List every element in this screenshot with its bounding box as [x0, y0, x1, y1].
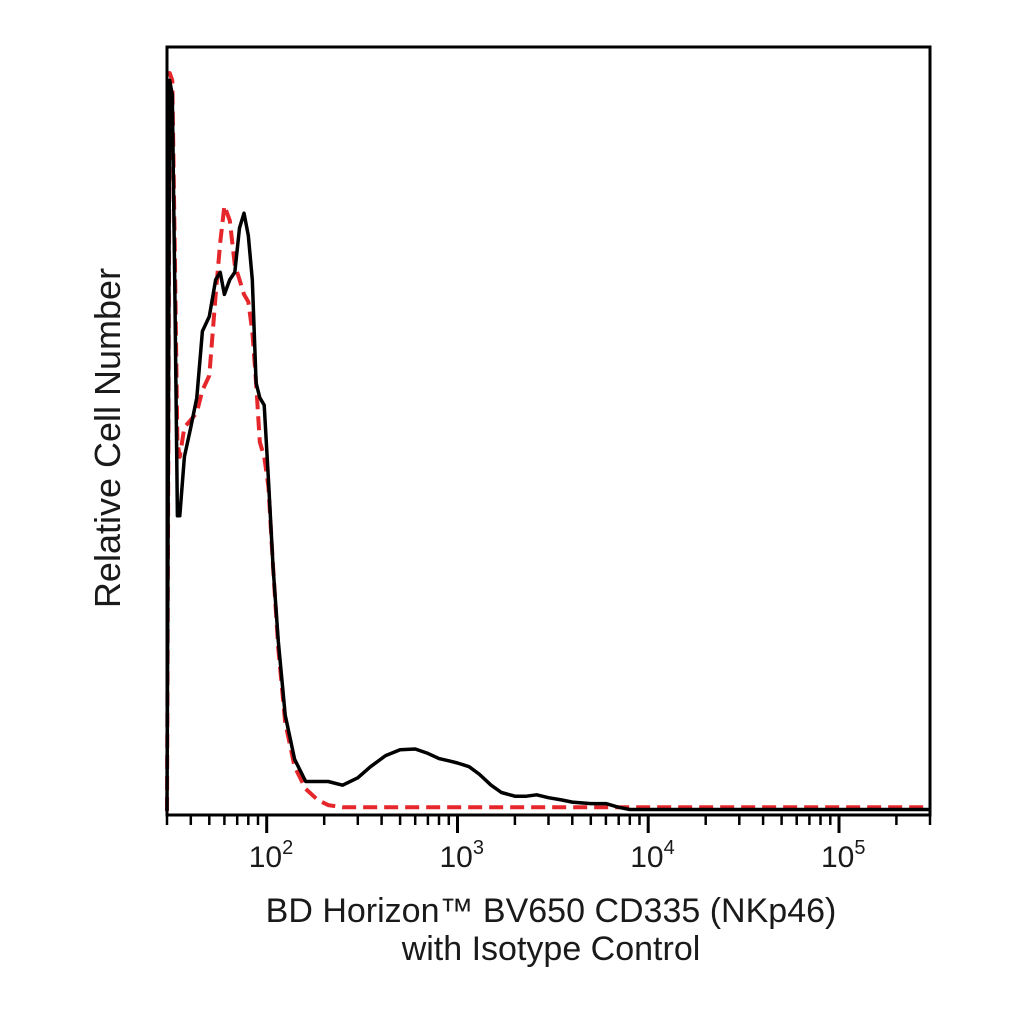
x-tick-label: 102	[249, 837, 294, 874]
cd335-stained-line	[165, 78, 930, 812]
y-axis-label: Relative Cell Number	[87, 268, 128, 608]
x-axis-tick-labels: 102 103 104 105	[249, 837, 866, 874]
isotype-control-line	[165, 71, 930, 812]
x-axis-ticks	[165, 815, 932, 833]
x-axis-label-line-1: BD Horizon™ BV650 CD335 (NKp46)	[266, 892, 837, 930]
x-tick-label: 104	[630, 837, 675, 874]
x-tick-label: 105	[821, 837, 866, 874]
x-axis-label-line-2: with Isotype Control	[401, 930, 701, 968]
x-tick-label: 103	[440, 837, 485, 874]
series-layer	[165, 71, 930, 812]
